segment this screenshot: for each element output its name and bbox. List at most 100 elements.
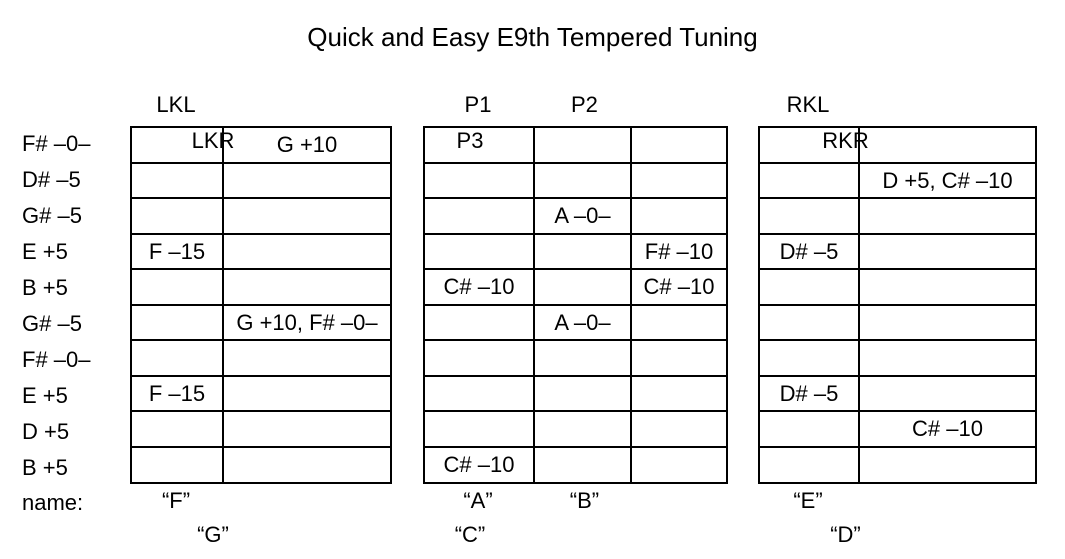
table-cell bbox=[425, 199, 535, 233]
page-title: Quick and Easy E9th Tempered Tuning bbox=[0, 22, 1065, 53]
table-cell bbox=[425, 306, 535, 340]
table-cell bbox=[632, 412, 726, 446]
col-name-e: “E” bbox=[758, 484, 858, 518]
row-label: F# –0– bbox=[22, 126, 122, 162]
col-header-lkl: LKL bbox=[130, 90, 222, 126]
row-label: G# –5 bbox=[22, 306, 122, 342]
table-cell bbox=[425, 377, 535, 411]
table-cell bbox=[535, 448, 632, 482]
table-cell bbox=[132, 412, 224, 446]
group-left-knee: LKL LKR G +10 F –15 G +10, F# –0– F –15 … bbox=[130, 90, 392, 518]
table-cell bbox=[760, 448, 860, 482]
table-cell: C# –10 bbox=[425, 270, 535, 304]
page: Quick and Easy E9th Tempered Tuning F# –… bbox=[0, 0, 1065, 559]
table-cell bbox=[535, 128, 632, 162]
group-pedals: P1 P2 P3 A –0– F# –10 C# –10C# –10 A –0–… bbox=[423, 90, 728, 518]
col-name-d: “D” bbox=[758, 518, 933, 552]
table-cell bbox=[860, 341, 1035, 375]
row-label: B +5 bbox=[22, 270, 122, 306]
row-label: G# –5 bbox=[22, 198, 122, 234]
table-cell bbox=[425, 412, 535, 446]
table-cell bbox=[425, 341, 535, 375]
group3-box: D +5, C# –10 D# –5 D# –5 C# –10 bbox=[758, 126, 1037, 484]
table-cell: A –0– bbox=[535, 306, 632, 340]
table-cell bbox=[860, 270, 1035, 304]
table-cell bbox=[224, 341, 390, 375]
table-cell bbox=[760, 412, 860, 446]
row-label: D +5 bbox=[22, 414, 122, 450]
table-cell: D +5, C# –10 bbox=[860, 164, 1035, 198]
table-cell bbox=[860, 377, 1035, 411]
table-cell bbox=[224, 448, 390, 482]
name-row-label: name: bbox=[22, 486, 122, 520]
table-cell bbox=[760, 306, 860, 340]
table-cell bbox=[425, 235, 535, 269]
table-cell bbox=[132, 448, 224, 482]
row-label: D# –5 bbox=[22, 162, 122, 198]
col-header-p1: P1 bbox=[423, 90, 533, 126]
table-cell bbox=[632, 306, 726, 340]
table-cell: C# –10 bbox=[425, 448, 535, 482]
table-cell bbox=[632, 341, 726, 375]
table-cell bbox=[535, 235, 632, 269]
row-labels-column: F# –0– D# –5 G# –5 E +5 B +5 G# –5 F# –0… bbox=[22, 90, 122, 520]
group1-box: G +10 F –15 G +10, F# –0– F –15 bbox=[130, 126, 392, 484]
table-cell bbox=[860, 306, 1035, 340]
col-name-a: “A” bbox=[423, 484, 533, 518]
table-cell bbox=[760, 199, 860, 233]
table-cell bbox=[535, 412, 632, 446]
table-cell bbox=[132, 306, 224, 340]
table-cell: F –15 bbox=[132, 377, 224, 411]
col-header-rkl: RKL bbox=[758, 90, 858, 126]
table-cell bbox=[224, 164, 390, 198]
table-cell: F# –10 bbox=[632, 235, 726, 269]
table-cell bbox=[132, 270, 224, 304]
row-label: B +5 bbox=[22, 450, 122, 486]
table-cell bbox=[132, 128, 224, 162]
table-cell bbox=[535, 341, 632, 375]
table-cell bbox=[132, 199, 224, 233]
table-cell: C# –10 bbox=[860, 412, 1035, 446]
table-cell bbox=[860, 199, 1035, 233]
table-cell: D# –5 bbox=[760, 377, 860, 411]
table-cell: C# –10 bbox=[632, 270, 726, 304]
table-cell bbox=[632, 199, 726, 233]
col-header-p2: P2 bbox=[537, 90, 631, 126]
row-label: E +5 bbox=[22, 234, 122, 270]
table-cell bbox=[760, 164, 860, 198]
group-right-knee: RKL RKR D +5, C# –10 D# –5 D# –5 C# –10 … bbox=[758, 90, 1037, 518]
table-cell bbox=[760, 341, 860, 375]
table-cell: G +10, F# –0– bbox=[224, 306, 390, 340]
table-cell bbox=[860, 448, 1035, 482]
table-cell bbox=[425, 128, 535, 162]
col-name-g: “G” bbox=[130, 518, 296, 552]
table-cell bbox=[224, 377, 390, 411]
row-label: E +5 bbox=[22, 378, 122, 414]
table-cell bbox=[860, 128, 1035, 162]
col-name-f: “F” bbox=[130, 484, 222, 518]
table-cell bbox=[632, 377, 726, 411]
table-cell bbox=[535, 377, 632, 411]
table-cell bbox=[760, 128, 860, 162]
table-cell bbox=[535, 164, 632, 198]
table-cell bbox=[632, 164, 726, 198]
table-cell bbox=[760, 270, 860, 304]
table-cell bbox=[132, 164, 224, 198]
table-cell: G +10 bbox=[224, 128, 390, 162]
table-cell: A –0– bbox=[535, 199, 632, 233]
table-cell bbox=[632, 448, 726, 482]
col-name-c: “C” bbox=[423, 518, 517, 552]
table-cell: D# –5 bbox=[760, 235, 860, 269]
table-cell bbox=[535, 270, 632, 304]
table-cell bbox=[860, 235, 1035, 269]
table-cell bbox=[224, 270, 390, 304]
col-name-b: “B” bbox=[537, 484, 631, 518]
table-cell bbox=[224, 412, 390, 446]
table-cell bbox=[132, 341, 224, 375]
table-cell bbox=[425, 164, 535, 198]
group2-box: A –0– F# –10 C# –10 C# –10 A –0– C# –10 bbox=[423, 126, 728, 484]
table-cell: F –15 bbox=[132, 235, 224, 269]
row-label: F# –0– bbox=[22, 342, 122, 378]
table-cell bbox=[632, 128, 726, 162]
table-cell bbox=[224, 199, 390, 233]
